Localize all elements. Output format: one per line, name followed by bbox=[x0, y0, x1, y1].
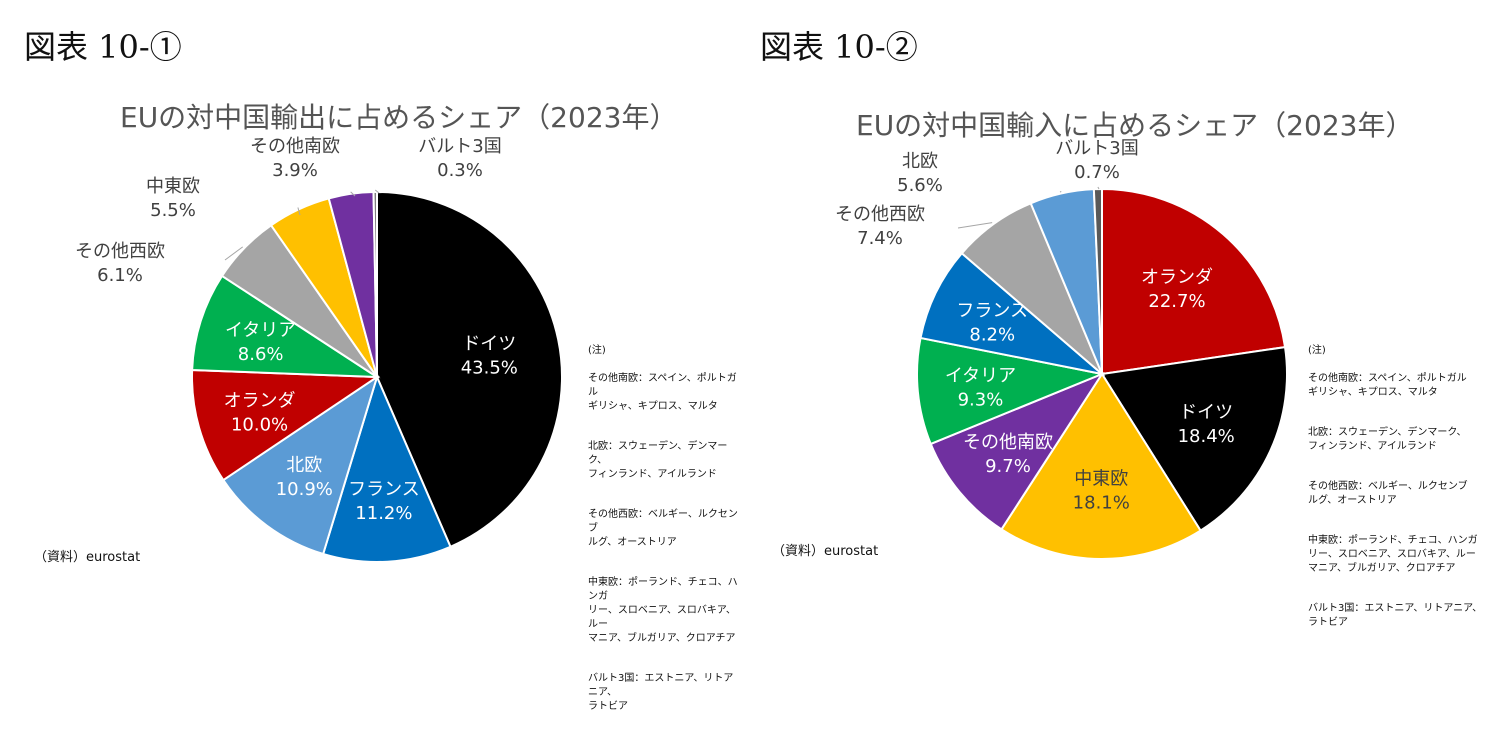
slice-value-label: 18.1% bbox=[1073, 493, 1130, 514]
note-item: その他南欧：スペイン、ポルトガル ギリシャ、キプロス、マルタ bbox=[588, 373, 737, 412]
note-item: その他西欧：ベルギー、ルクセンブ ルグ、オーストリア bbox=[1308, 481, 1468, 506]
slice-value-label: 6.1% bbox=[97, 265, 143, 286]
pie-slice-0-2 bbox=[221, 374, 379, 556]
slice-value-label: 8.2% bbox=[969, 325, 1015, 346]
slice-value-label: 5.5% bbox=[150, 200, 196, 221]
leader-line bbox=[1097, 186, 1100, 190]
note-item: その他南欧：スペイン、ポルトガル ギリシャ、キプロス、マルタ bbox=[1308, 373, 1467, 398]
figure-label-2: 図表 10-② bbox=[760, 28, 918, 66]
pie-slice-1-5 bbox=[919, 251, 1106, 376]
slice-name-label: その他南欧 bbox=[963, 432, 1053, 453]
slice-name-label: その他西欧 bbox=[75, 241, 165, 262]
pie-slice-0-4 bbox=[191, 274, 381, 379]
pie-slice-1-8 bbox=[1092, 187, 1103, 375]
slice-name-label: ドイツ bbox=[462, 334, 516, 355]
slice-value-label: 22.7% bbox=[1148, 291, 1205, 312]
notes-import: (注) その他南欧：スペイン、ポルトガル ギリシャ、キプロス、マルタ 北欧：スウ… bbox=[1308, 330, 1498, 656]
slice-value-label: 11.2% bbox=[355, 503, 412, 524]
source-import: （資料）eurostat bbox=[772, 544, 879, 559]
pie-import: オランダ 22.7% ドイツ 18.4% 中東欧 18.1% その他南欧 9.7% イタリア 9.… bbox=[835, 138, 1288, 560]
slice-name-label: ドイツ bbox=[1179, 402, 1233, 423]
slice-name-label: 中東欧 bbox=[146, 176, 200, 197]
leader-line bbox=[224, 246, 244, 261]
slice-value-label: 9.3% bbox=[958, 390, 1004, 411]
slice-name-label: 中東欧 bbox=[1074, 469, 1128, 490]
pie-slice-0-3 bbox=[191, 368, 381, 482]
source-export: （資料）eurostat bbox=[34, 550, 141, 565]
pie-slice-0-0 bbox=[376, 190, 563, 549]
slice-value-label: 0.7% bbox=[1074, 162, 1120, 183]
slice-name-label: オランダ bbox=[1141, 267, 1213, 288]
slice-value-label: 9.7% bbox=[985, 456, 1031, 477]
leader-line bbox=[957, 222, 993, 229]
slice-name-label: その他南欧 bbox=[250, 136, 340, 157]
slice-value-label: 43.5% bbox=[461, 358, 518, 379]
slice-name-label: 北欧 bbox=[902, 151, 938, 172]
slice-value-label: 10.0% bbox=[231, 414, 288, 435]
pie-slice-1-2 bbox=[1000, 372, 1202, 560]
chart-title-export: EUの対中国輸出に占めるシェア（2023年） bbox=[120, 101, 678, 134]
slice-value-label: 0.3% bbox=[437, 160, 483, 181]
note-item: 北欧：スウェーデン、デンマーク、 フィンランド、アイルランド bbox=[1308, 427, 1467, 452]
slice-name-label: その他西欧 bbox=[835, 204, 925, 225]
note-item: 北欧：スウェーデン、デンマーク、 フィンランド、アイルランド bbox=[588, 441, 728, 480]
pie-slice-1-0 bbox=[1101, 187, 1287, 376]
slice-value-label: 8.6% bbox=[238, 344, 284, 365]
slice-name-label: フランス bbox=[348, 479, 420, 500]
slice-value-label: 7.4% bbox=[857, 228, 903, 249]
slice-value-label: 18.4% bbox=[1178, 426, 1235, 447]
leader-line bbox=[374, 189, 380, 194]
slice-name-label: フランス bbox=[956, 301, 1028, 322]
slice-value-label: 5.6% bbox=[897, 175, 943, 196]
slice-name-label: オランダ bbox=[224, 390, 296, 411]
pie-charts: ドイツ 43.5% フランス 11.2% 北欧 10.9% オランダ 10.0% イタリア 8.6… bbox=[75, 136, 1288, 563]
leader-line bbox=[297, 207, 301, 216]
slice-name-label: バルト3国 bbox=[1055, 138, 1138, 159]
note-heading: (注) bbox=[588, 345, 606, 356]
slice-name-label: バルト3国 bbox=[418, 136, 501, 157]
slice-name-label: 北欧 bbox=[286, 455, 322, 476]
note-item: 中東欧：ポーランド、チェコ、ハンガ リー、スロベニア、スロバキア、ルー マニア、… bbox=[1308, 535, 1478, 574]
notes-export: (注) その他南欧：スペイン、ポルトガル ギリシャ、キプロス、マルタ 北欧：スウ… bbox=[588, 330, 742, 740]
slice-name-label: イタリア bbox=[945, 366, 1016, 387]
note-heading: (注) bbox=[1308, 345, 1326, 356]
slice-name-label: イタリア bbox=[225, 320, 296, 341]
slice-value-label: 10.9% bbox=[276, 479, 333, 500]
leader-line bbox=[1059, 191, 1062, 193]
pie-export: ドイツ 43.5% フランス 11.2% 北欧 10.9% オランダ 10.0% イタリア 8.6… bbox=[75, 136, 563, 563]
pie-slice-1-1 bbox=[1100, 345, 1288, 532]
chart-title-import: EUの対中国輸入に占めるシェア（2023年） bbox=[856, 109, 1414, 142]
note-item: その他西欧：ベルギー、ルクセンブ ルグ、オーストリア bbox=[588, 509, 738, 548]
note-item: 中東欧：ポーランド、チェコ、ハンガ リー、スロベニア、スロバキア、ルー マニア、… bbox=[588, 577, 738, 644]
pie-slice-1-3 bbox=[929, 371, 1105, 531]
pie-slice-1-4 bbox=[916, 336, 1106, 446]
note-item: バルト3国：エストニア、リトアニア、 ラトビア bbox=[1308, 603, 1483, 628]
figure-label-1: 図表 10-① bbox=[24, 28, 182, 66]
note-item: バルト3国：エストニア、リトアニア、 ラトビア bbox=[588, 673, 734, 712]
pie-slice-0-1 bbox=[321, 374, 452, 563]
slice-value-label: 3.9% bbox=[272, 160, 318, 181]
leader-line bbox=[350, 191, 356, 197]
